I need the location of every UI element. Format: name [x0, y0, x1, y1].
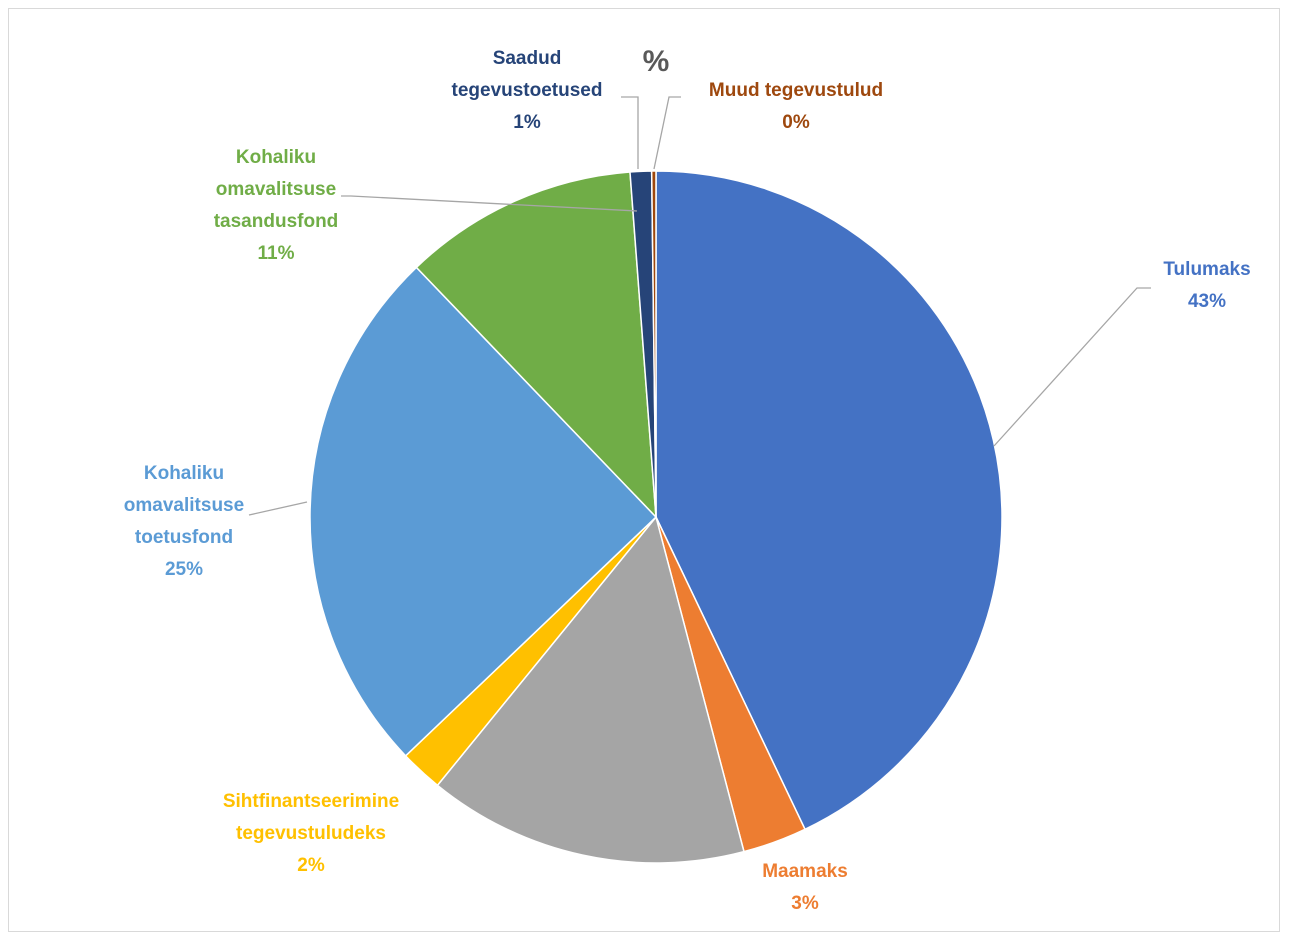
data-label-line: tegevustoetused [452, 80, 603, 101]
pie-slice-muud-tegevustulud [650, 170, 657, 518]
data-label-line: 25% [165, 559, 203, 580]
data-label: Saadud tegevustoetused 1% [452, 48, 603, 133]
data-label-line: 2% [297, 855, 325, 876]
data-label: Kohaliku omavalitsuse toetusfond 25% [124, 463, 244, 580]
chart-area: % Tulumaks 43% Maamaks 3% Sihtfinantseerimin… [8, 8, 1280, 932]
data-label: Sihtfinantseerimine tegevustuludeks 2% [223, 791, 399, 876]
data-label-line: Muud tegevustulud [709, 80, 883, 101]
pie-slice-kohaliku-omavalitsuse-toetusfond [309, 266, 658, 757]
leader-line [993, 287, 1151, 447]
pie-slice-kohaliku-omavalitsuse-tasandusfond [415, 171, 657, 520]
data-label-line: toetusfond [135, 527, 233, 548]
data-label: Kohaliku omavalitsuse tasandusfond 11% [214, 147, 339, 264]
data-label-line: tasandusfond [214, 211, 339, 232]
pie-slice-unlabeled [436, 515, 745, 864]
data-label: Maamaks 3% [762, 861, 848, 914]
data-label-line: omavalitsuse [124, 495, 244, 516]
data-label-line: Sihtfinantseerimine [223, 791, 399, 812]
data-label-line: Kohaliku [236, 147, 316, 168]
data-label-line: 11% [258, 243, 295, 264]
leader-lines [248, 96, 1151, 516]
leader-line [248, 501, 308, 516]
data-label: Muud tegevustulud 0% [709, 80, 883, 133]
slice-labels: Tulumaks 43% Maamaks 3% Sihtfinantseerimine t… [124, 48, 1251, 914]
pie-slices [309, 170, 1003, 864]
leader-line [341, 195, 638, 212]
leader-line [621, 96, 639, 169]
data-label-line: Tulumaks [1163, 259, 1250, 280]
data-label-line: 3% [791, 893, 819, 914]
data-label-line: Maamaks [762, 861, 848, 882]
data-label: Tulumaks 43% [1163, 259, 1250, 312]
pie-chart: % Tulumaks 43% Maamaks 3% Sihtfinantseerimin… [124, 45, 1251, 914]
data-label-line: 43% [1188, 291, 1226, 312]
leader-line [653, 96, 681, 170]
data-label-line: 0% [782, 112, 810, 133]
data-label-line: Kohaliku [144, 463, 224, 484]
data-label-line: Saadud [493, 48, 562, 69]
pie-slice-tulumaks [655, 170, 1003, 831]
data-label-line: 1% [513, 112, 541, 133]
chart-title: % [643, 45, 670, 78]
data-label-line: tegevustuludeks [236, 823, 386, 844]
data-label-line: omavalitsuse [216, 179, 336, 200]
